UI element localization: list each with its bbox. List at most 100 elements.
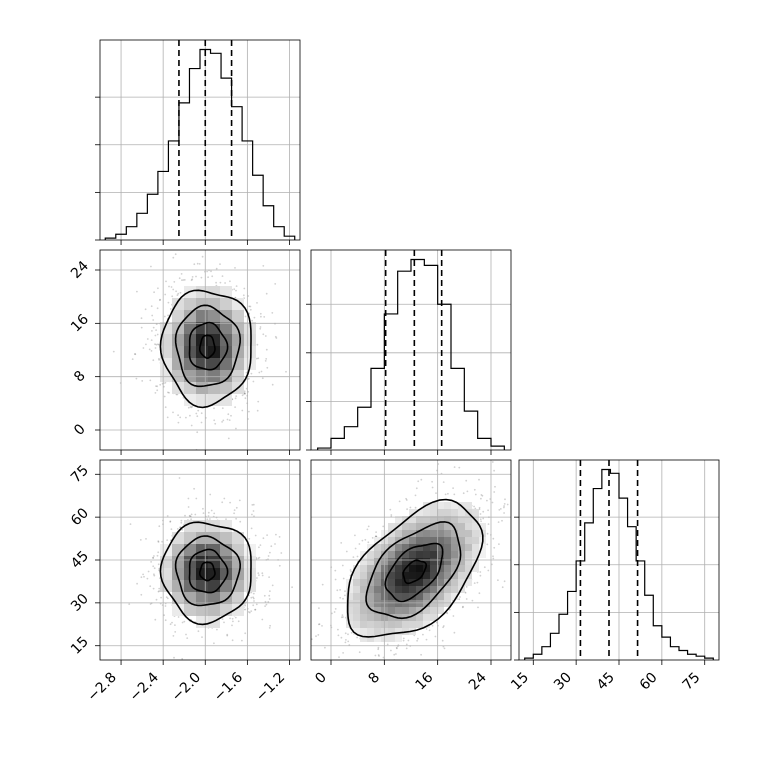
ytick-label-p1: 0 xyxy=(71,421,89,439)
panel-p0-p1-scatter-point xyxy=(221,421,224,423)
panel-p0-p2-density-cell xyxy=(196,592,208,604)
panel-p0-p2-scatter-point xyxy=(221,501,224,504)
panel-p0-p1-scatter-point xyxy=(166,416,169,419)
panel-p1-p2-density-cell xyxy=(423,509,430,516)
panel-p0-p1-scatter-point xyxy=(260,370,263,373)
panel-p1-p2-scatter-point xyxy=(405,499,408,501)
panel-p1-p2-scatter-point xyxy=(389,508,392,511)
panel-p0-p2-density-cell xyxy=(220,556,232,568)
panel-p0-p2-scatter-point xyxy=(256,577,258,579)
panel-p0-p1-scatter-point xyxy=(159,383,162,386)
panel-p1-p2-density-cell xyxy=(416,607,423,614)
panel-p0-p1-scatter-point xyxy=(261,377,264,380)
panel-p0-p2-scatter-point xyxy=(254,608,256,611)
panel-p0-p1-scatter-point xyxy=(179,416,182,419)
panel-p1-p2-density-cell xyxy=(360,607,367,614)
panel-p1-p2-density-cell xyxy=(444,509,451,516)
panel-p0-p1-scatter-point xyxy=(234,406,237,408)
panel-p1-p2-scatter-point xyxy=(420,653,422,656)
panel-p0-p2-scatter-point xyxy=(235,506,238,509)
panel-p1-p2-density-cell xyxy=(430,551,437,558)
panel-p1-p2-density-cell xyxy=(395,628,402,635)
panel-p1-p2-scatter-point xyxy=(503,505,505,507)
panel-p0-p1-scatter-point xyxy=(196,431,199,434)
panel-p0-p1-scatter-point xyxy=(168,285,170,288)
panel-p0-p1-scatter-point xyxy=(221,275,224,277)
panel-p1-p2-scatter-point xyxy=(479,571,482,573)
panel-p1-p2-density-cell xyxy=(409,551,416,558)
panel-p1-p2-density-cell xyxy=(374,621,381,628)
panel-p1-p2-density-cell xyxy=(395,586,402,593)
panel-p1-p2-density-cell xyxy=(388,621,395,628)
panel-p1-p2-density-cell xyxy=(374,551,381,558)
panel-p0-p2-scatter-point xyxy=(252,597,255,600)
panel-p0-p2-scatter-point xyxy=(269,590,271,592)
panel-p0-p1-scatter-point xyxy=(181,279,183,281)
panel-p1-p2-density-cell xyxy=(423,537,430,544)
panel-p0-p1-scatter-point xyxy=(189,414,191,417)
panel-p0-p1-scatter-point xyxy=(257,400,260,403)
panel-p1-p2-scatter-point xyxy=(375,531,377,533)
panel-p0-p1-scatter-point xyxy=(271,383,274,386)
panel-p1-p2-scatter-point xyxy=(350,631,353,634)
panel-p0-p1-scatter-point xyxy=(195,247,197,249)
ytick-label-p1: 24 xyxy=(68,258,92,282)
panel-p0-p2-scatter-point xyxy=(213,642,215,645)
panel-p0-p2-scatter-point xyxy=(152,565,155,568)
panel-p0-p2-scatter-point xyxy=(157,541,160,543)
panel-p0-p2-scatter-point xyxy=(165,596,168,599)
panel-p1-p2-density-cell xyxy=(472,523,479,530)
panel-p1-p2-scatter-point xyxy=(498,509,501,511)
panel-p1-p2-density-cell xyxy=(353,593,360,600)
panel-p1-p2-scatter-point xyxy=(416,639,418,642)
panel-p0-p2-scatter-point xyxy=(181,658,184,660)
panel-p1-p2-density-cell xyxy=(430,565,437,572)
panel-p0-p2-scatter-point xyxy=(251,513,253,516)
panel-p1-p2-scatter-point xyxy=(347,640,350,643)
panel-p1-p2-density-cell xyxy=(409,565,416,572)
panel-p0-p1-density-cell xyxy=(196,370,208,382)
panel-p1-p2-scatter-point xyxy=(465,586,468,588)
panel-p0-p2-scatter-point xyxy=(257,557,260,560)
panel-p1-p2-density-cell xyxy=(451,544,458,551)
panel-p1-p2-scatter-point xyxy=(494,485,496,488)
panel-p0-p1-scatter-point xyxy=(214,422,217,425)
panel-p1-p2-density-cell xyxy=(437,509,444,516)
panel-p0-p2-density-cell xyxy=(208,556,220,568)
panel-p0-p1-scatter-point xyxy=(190,279,193,282)
panel-p0-p1-scatter-point xyxy=(201,255,204,258)
panel-p1-p2-scatter-point xyxy=(390,649,392,652)
panel-p1-p2-scatter-point xyxy=(395,646,398,649)
panel-p1-p2-density-cell xyxy=(472,544,479,551)
panel-p0-p1-scatter-point xyxy=(192,219,194,221)
panel-p0-p2-scatter-point xyxy=(150,561,153,563)
panel-p0-p1-scatter-point xyxy=(148,348,151,351)
panel-p1-p2-scatter-point xyxy=(339,596,342,599)
panel-p1-p2-scatter-point xyxy=(334,608,337,610)
panel-p1-p2-density-cell xyxy=(402,600,409,607)
panel-p1-p2-density-cell xyxy=(451,593,458,600)
panel-p1-p2-scatter-point xyxy=(452,487,454,489)
panel-p1-p2-scatter-point xyxy=(498,543,500,545)
panel-p1-p2-scatter-point xyxy=(338,656,340,658)
panel-p0-p1-scatter-point xyxy=(197,409,200,412)
panel-p1-p2-density-cell xyxy=(367,621,374,628)
panel-p0-p2-scatter-point xyxy=(202,512,205,514)
panel-p0-p2-scatter-point xyxy=(210,509,213,512)
panel-p1-p2-density-cell xyxy=(346,614,353,621)
panel-p1-p2-scatter-point xyxy=(497,579,499,582)
panel-p0-p1-scatter-point xyxy=(226,418,229,421)
panel-p1-p2-scatter-point xyxy=(390,514,393,516)
panel-p1-p2-scatter-point xyxy=(342,652,344,654)
panel-p1-p2-density-cell xyxy=(395,558,402,565)
panel-p0-p1-scatter-point xyxy=(285,370,287,373)
panel-p1-p2-scatter-point xyxy=(503,506,505,509)
panel-p0-p1-scatter-point xyxy=(275,337,278,339)
ytick-label-p1: 8 xyxy=(71,368,89,386)
panel-p0-p2-scatter-point xyxy=(171,621,173,624)
panel-p1-p2-density-cell xyxy=(374,635,381,642)
panel-p1-p2-scatter-point xyxy=(468,448,470,450)
panel-p0-p1-scatter-point xyxy=(156,385,159,388)
panel-p1-p2-density-cell xyxy=(451,565,458,572)
